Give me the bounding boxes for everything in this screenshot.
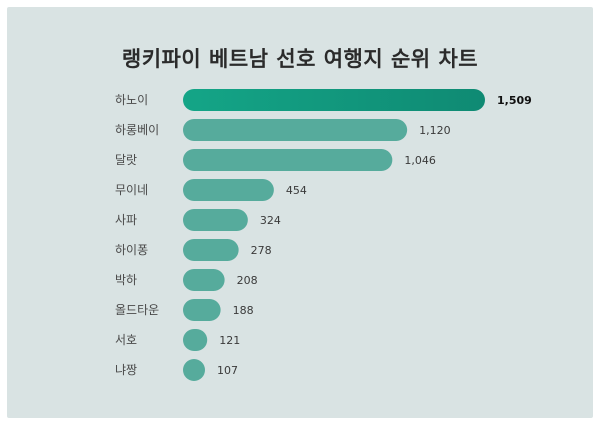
category-label: 냐짱: [115, 363, 137, 377]
value-label: 1,509: [497, 94, 532, 107]
chart-title: 랭키파이 베트남 선호 여행지 순위 차트: [121, 47, 479, 71]
category-label: 올드타운: [115, 303, 159, 317]
value-label: 1,120: [419, 124, 451, 137]
category-label: 사파: [115, 213, 137, 227]
value-label: 1,046: [404, 154, 436, 167]
category-label: 무이네: [115, 183, 148, 197]
category-label: 하롱베이: [115, 123, 159, 137]
value-label: 107: [217, 364, 238, 377]
bar: [183, 329, 208, 351]
value-label: 278: [251, 244, 272, 257]
bar: [183, 269, 225, 291]
bar-chart: 하노이 1,509 하롱베이 1,120 달랏 1,046 무이네 454 사파 324 하이퐁 27…: [115, 89, 532, 381]
value-label: 324: [260, 214, 281, 227]
category-label: 하이퐁: [115, 243, 148, 257]
bar: [183, 299, 221, 321]
bar: [183, 209, 248, 231]
bar: [183, 239, 239, 261]
category-label: 박하: [115, 273, 137, 287]
value-label: 121: [219, 334, 240, 347]
value-label: 208: [237, 274, 258, 287]
category-label: 달랏: [115, 153, 137, 167]
bar: [183, 119, 408, 141]
category-label: 하노이: [115, 93, 148, 107]
value-label: 188: [233, 304, 254, 317]
category-label: 서호: [115, 333, 137, 347]
bar: [183, 89, 485, 111]
bar: [183, 149, 393, 171]
chart-card: 랭키파이 베트남 선호 여행지 순위 차트 하노이 1,509 하롱베이 1,120 달…: [7, 7, 593, 418]
value-label: 454: [286, 184, 307, 197]
bar: [183, 359, 205, 381]
bar: [183, 179, 274, 201]
